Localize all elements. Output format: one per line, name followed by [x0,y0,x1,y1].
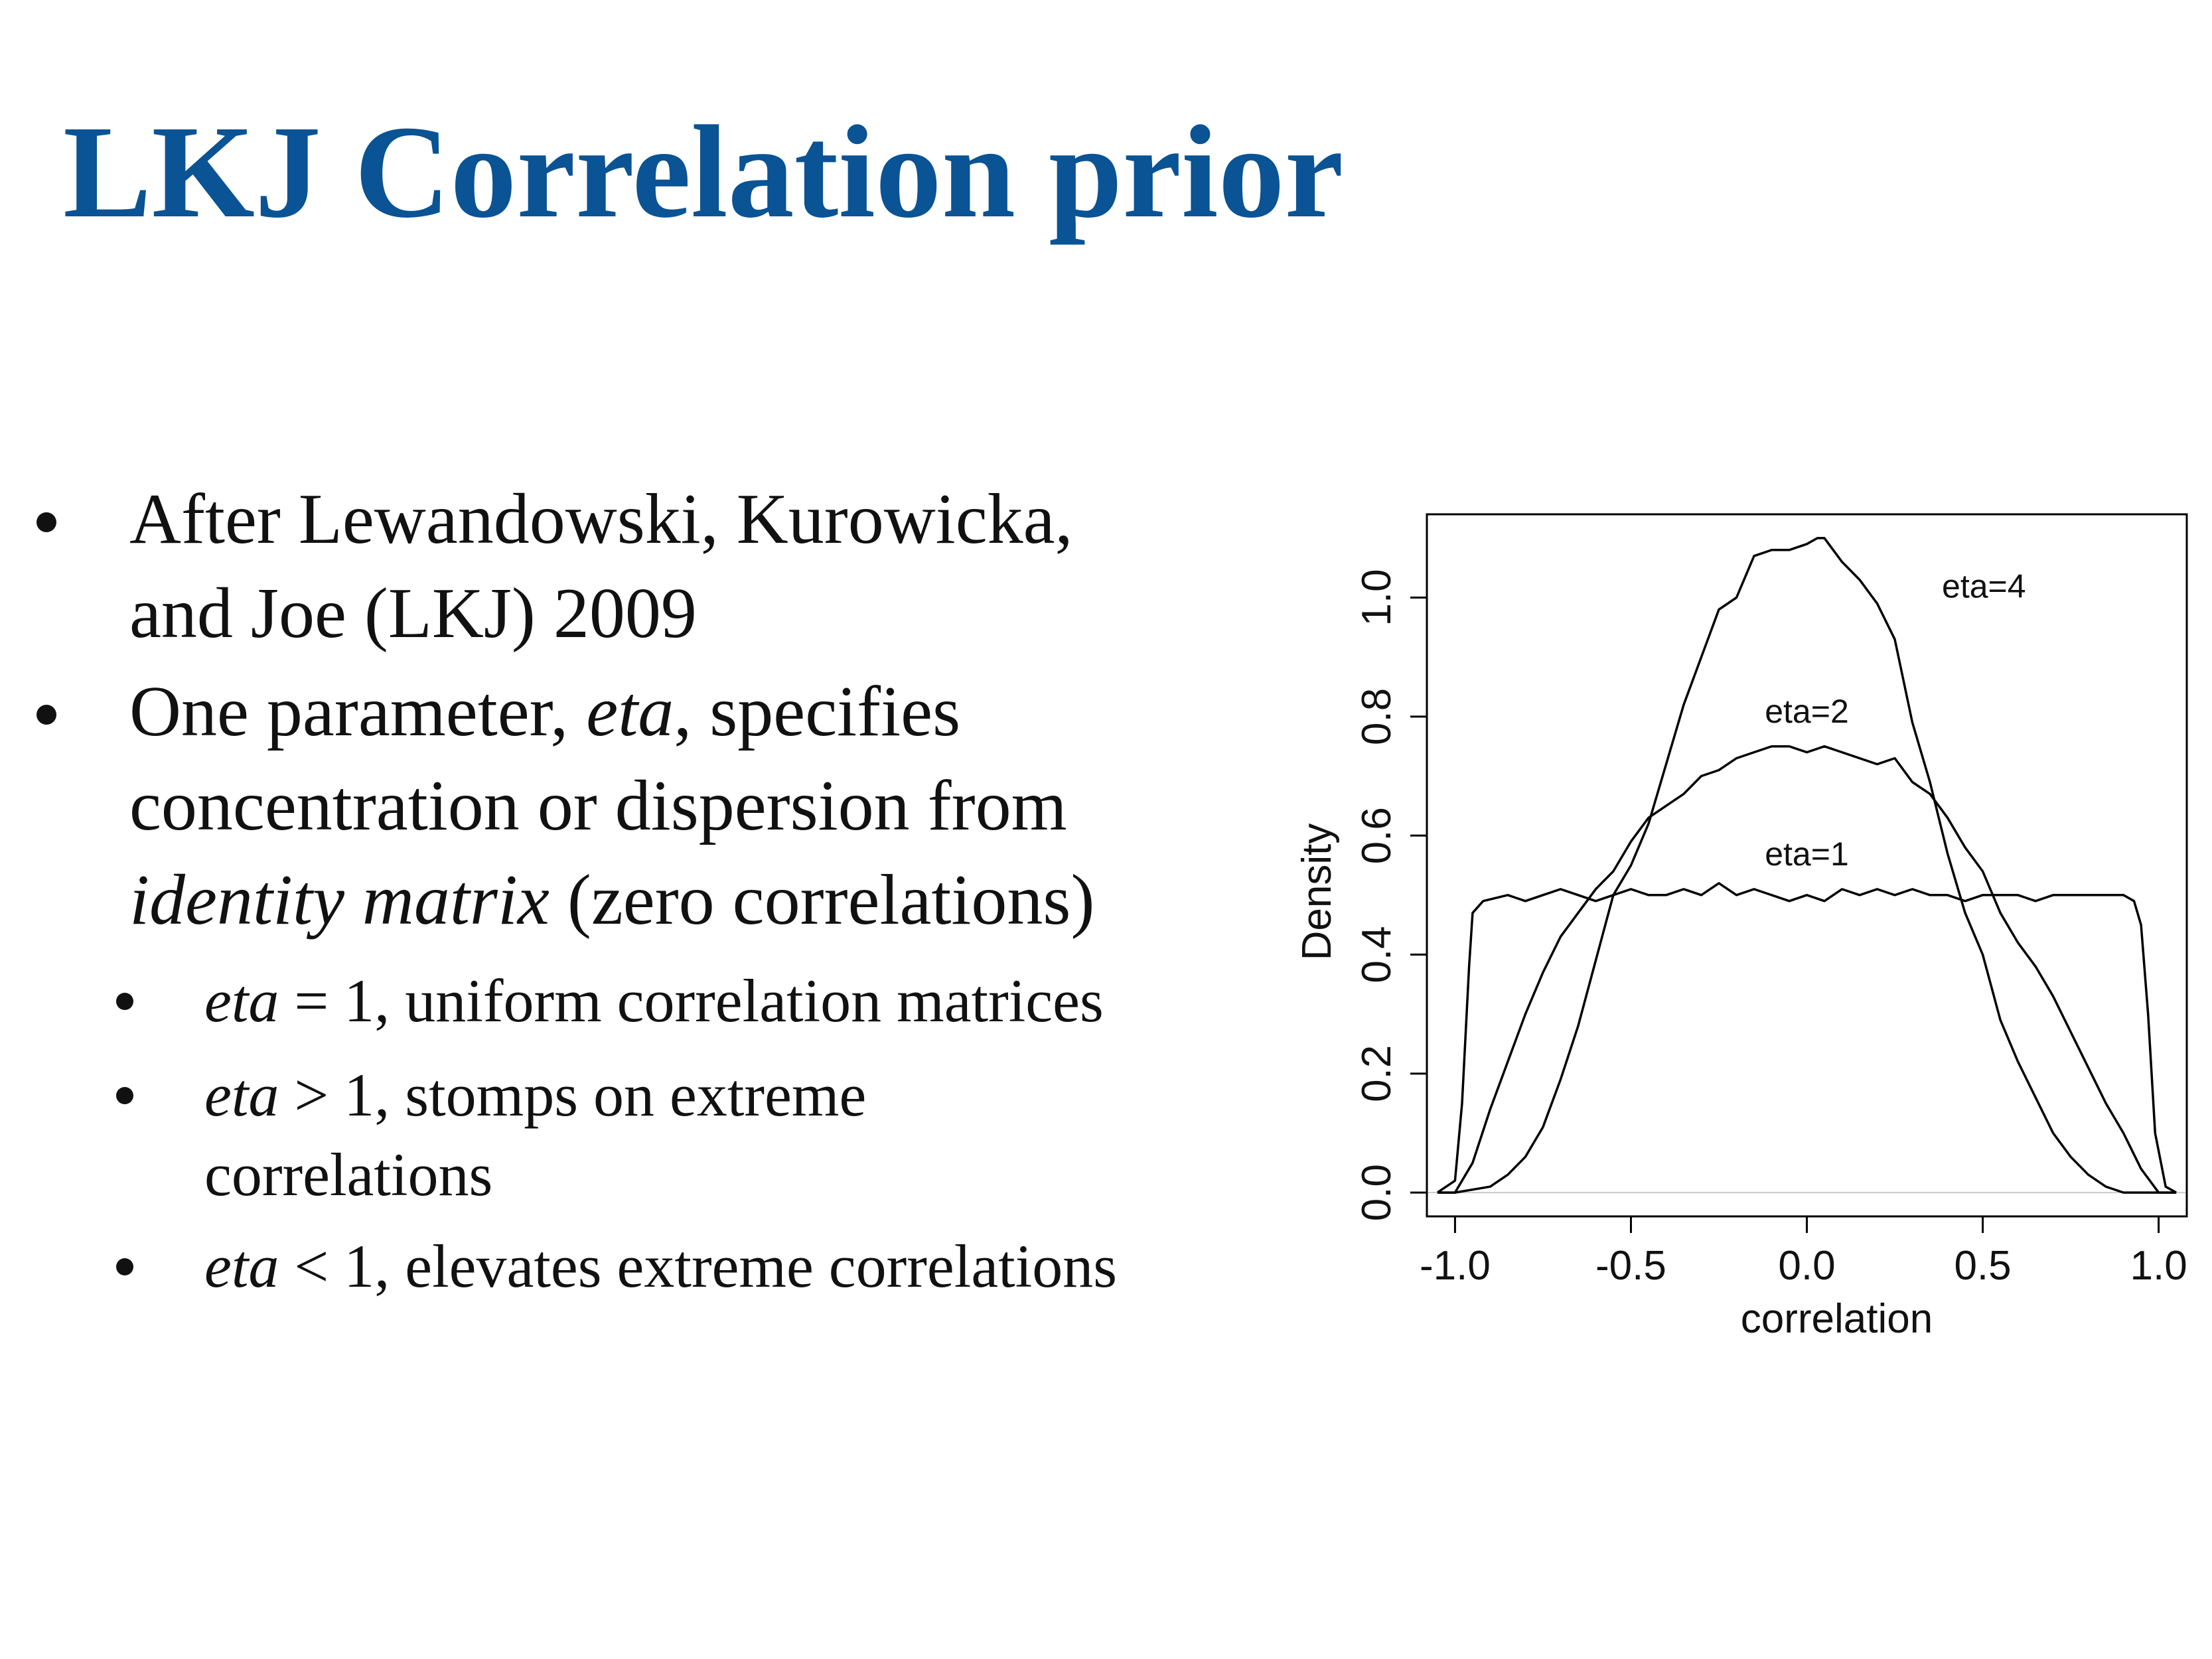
series-line-eta-1 [1436,882,2177,1194]
bullet-lkj-reference: After Lewandowski, Kurowicka, and Joe (L… [37,472,1073,661]
bullet-emphasis: eta [586,672,674,751]
density-chart: eta=1 eta=2 eta=4 -1.0 -0.5 0.0 0.5 1.0 0.0 0.2 0.… [1294,513,2188,1342]
bullet-text: < 1, elevates extreme correlations [279,1232,1118,1300]
bullet-text: One parameter, [129,672,587,751]
bullet-emphasis: eta [204,967,279,1035]
series-label: eta=4 [1942,568,2026,605]
bullet-text: , specifies [674,672,961,751]
bullet-line: One parameter, eta, specifies [129,665,1094,759]
x-tick-label: 0.5 [1954,1243,2011,1289]
bullet-dot [37,512,56,532]
y-tick-label: 0.8 [1354,688,1400,745]
x-tick-label: -1.0 [1420,1243,1491,1289]
bullet-emphasis: eta [204,1232,279,1300]
sub-bullet-eta-equal-1: eta = 1, uniform correlation matrices [116,961,1104,1041]
x-tick-label: 1.0 [2130,1243,2187,1289]
x-tick-label: 0.0 [1778,1243,1835,1289]
bullet-emphasis: identity matrix [129,861,550,940]
x-tick-label: -0.5 [1595,1243,1666,1289]
bullet-line: and Joe (LKJ) 2009 [129,574,697,653]
series-line-eta-2 [1437,745,2177,1194]
bullet-dot [116,993,133,1010]
series-label: eta=1 [1765,835,1849,873]
bullet-text: > 1, stomps on extreme [279,1061,867,1129]
bullet-dot [116,1258,133,1275]
y-tick-label: 0.4 [1354,926,1400,983]
bullet-dot [37,705,56,725]
series-line-eta-4 [1437,537,2177,1194]
bullet-dot [116,1087,133,1104]
sub-bullet-eta-greater-1: eta > 1, stomps on extreme correlations [116,1055,867,1214]
y-axis-label: Density [1294,824,1340,961]
y-tick-label: 0.2 [1354,1045,1400,1102]
bullet-line: correlations [204,1141,493,1208]
bullet-eta-parameter: One parameter, eta, specifies concentrat… [37,665,1094,948]
y-tick-label: 1.0 [1354,569,1400,626]
sub-bullet-eta-less-1: eta < 1, elevates extreme correlations [116,1226,1118,1306]
series-label: eta=2 [1765,693,1849,730]
bullet-line: concentration or dispersion from [129,766,1067,845]
slide-title: LKJ Correlation prior [63,99,1344,246]
y-tick-label: 0.0 [1354,1164,1400,1221]
bullet-emphasis: eta [204,1061,279,1129]
bullet-text: = 1, uniform correlation matrices [279,967,1104,1035]
x-axis-label: correlation [1741,1296,1933,1342]
bullet-line: identity matrix (zero correlations) [129,853,1094,948]
bullet-line: After Lewandowski, Kurowicka, [129,480,1073,559]
bullet-text: (zero correlations) [549,861,1095,940]
y-tick-label: 0.6 [1354,807,1400,864]
